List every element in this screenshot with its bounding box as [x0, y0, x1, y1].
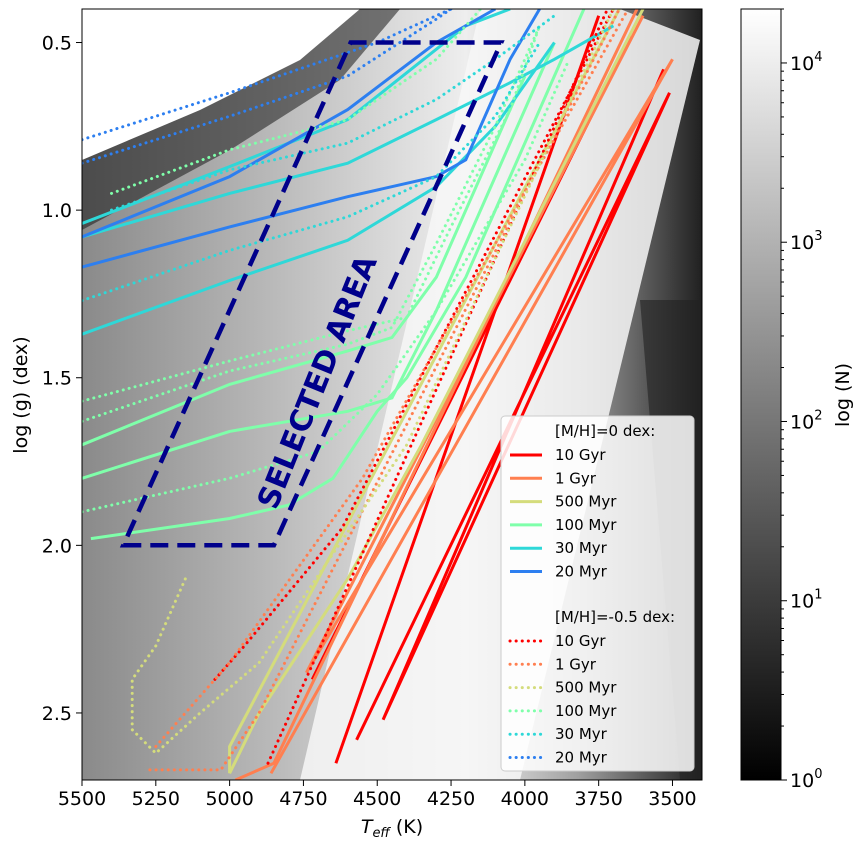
- colorbar-gradient: [740, 8, 782, 781]
- x-tick-label: 4250: [427, 788, 475, 810]
- y-tick-label: 2.5: [42, 703, 72, 725]
- colorbar-tick-label: 102: [790, 408, 822, 433]
- isochrone-mh0-500myr-line: [228, 9, 645, 774]
- isochrone-mh0-10gyr-line: [334, 15, 601, 764]
- isochrone-mh-0.5-100myr-line: [82, 24, 542, 423]
- x-tick-label: 3750: [574, 788, 622, 810]
- legend-box: [500, 415, 695, 772]
- isochrone-mh-0.5-10gyr-line: [213, 9, 615, 681]
- isochrone-mh0-30myr-line: [82, 24, 615, 239]
- y-tick-label: 1.0: [42, 200, 72, 222]
- legend-label: 500 Myr: [555, 679, 617, 697]
- legend-label: 100 Myr: [555, 516, 617, 534]
- colorbar-tick-label: 104: [790, 50, 822, 75]
- x-tick-label: 5250: [132, 788, 180, 810]
- isochrone-mh-0.5-100myr-line: [110, 9, 483, 195]
- x-tick-label: 5500: [58, 788, 106, 810]
- isochrone-mh-0.5-30myr-line: [110, 14, 556, 212]
- legend-label: 1 Gyr: [555, 655, 597, 673]
- isochrone-mh-0.5-100myr-line: [82, 57, 571, 514]
- legend-label: 500 Myr: [555, 493, 617, 511]
- x-tick-label: 4750: [279, 788, 327, 810]
- legend-label: 1 Gyr: [555, 469, 597, 487]
- isochrone-mh0-500myr-line: [228, 9, 621, 774]
- colorbar-tick-label: 103: [790, 229, 822, 254]
- legend-label: 30 Myr: [555, 725, 608, 743]
- colorbar-label: log (N): [832, 363, 854, 427]
- isochrone-mh-0.5-100myr-line: [82, 24, 542, 403]
- x-axis-label: Teff (K): [361, 816, 423, 841]
- colorbar-tick-label: 101: [790, 588, 822, 613]
- y-axis-label: log (g) (dex): [10, 336, 32, 453]
- plot-frame: [81, 8, 703, 781]
- legend-label: 20 Myr: [555, 563, 608, 581]
- colorbar-tick-label: 100: [790, 767, 822, 792]
- x-tick-label: 4500: [353, 788, 401, 810]
- isochrone-mh-0.5-10gyr-line: [266, 9, 609, 765]
- legend-title-0: [M/H]=0 dex:: [555, 422, 655, 440]
- isochrone-mh-0.5-1gyr-line: [154, 9, 630, 748]
- colorbar: 100 101 102 103 104 log (N): [740, 8, 854, 792]
- x-tick-label: 4000: [501, 788, 549, 810]
- isochrone-mh0-30myr-line: [82, 41, 556, 336]
- y-tick-label: 0.5: [42, 33, 72, 55]
- density-map: [82, 9, 702, 780]
- y-tick-label: 1.5: [42, 368, 72, 390]
- isochrone-mh0-100myr-line: [82, 41, 556, 480]
- empty-upper-region: [82, 9, 360, 160]
- isochrone-mh-0.5-1gyr-line: [148, 9, 621, 772]
- isochrone-mh-0.5-20myr-line: [82, 9, 453, 165]
- legend-label: 100 Myr: [555, 702, 617, 720]
- legend-title-1: [M/H]=-0.5 dex:: [555, 608, 675, 626]
- x-tick-label: 5000: [205, 788, 253, 810]
- legend-label: 10 Gyr: [555, 446, 606, 464]
- legend-label: 20 Myr: [555, 749, 608, 767]
- isochrone-mh0-100myr-line: [90, 9, 586, 541]
- isochrone-mh-0.5-30myr-line: [82, 41, 542, 303]
- isochrone-mh0-1gyr-line: [269, 15, 674, 775]
- legend: [M/H]=0 dex: 10 Gyr 1 Gyr 500 Myr 100 Myr 30…: [500, 415, 695, 772]
- isochrone-mh0-100myr-line: [82, 75, 527, 447]
- dense-ridge: [300, 9, 700, 780]
- isochrone-mh0-20myr-line: [82, 9, 497, 239]
- x-tick-label: 3500: [648, 788, 696, 810]
- isochrone-mh-0.5-500myr-line: [130, 9, 615, 756]
- legend-label: 30 Myr: [555, 539, 608, 557]
- isochrone-mh0-20myr-line: [82, 9, 541, 269]
- isochrone-mh-0.5-20myr-line: [82, 9, 453, 142]
- selected-area-outline: [119, 40, 505, 548]
- legend-label: 10 Gyr: [555, 632, 606, 650]
- y-tick-label: 2.0: [42, 535, 72, 557]
